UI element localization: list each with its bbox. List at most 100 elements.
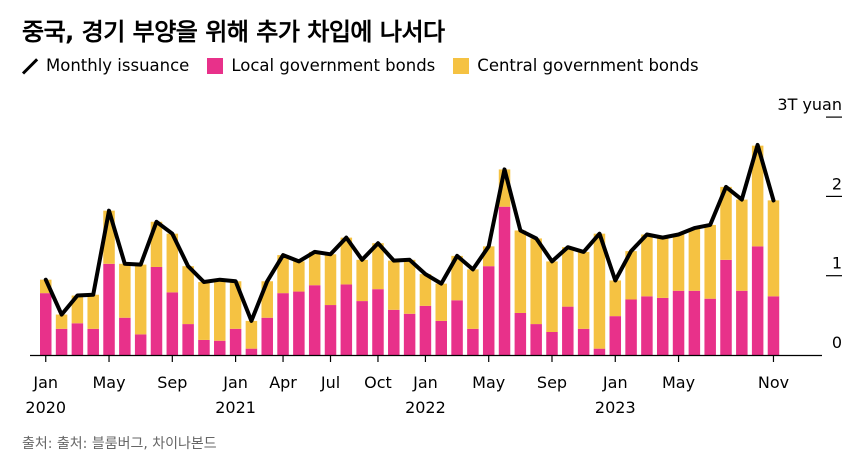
x-tick-label: Jul	[320, 373, 340, 392]
x-tick-label: May	[472, 373, 505, 392]
bar-central	[736, 199, 748, 291]
bar-local	[119, 317, 131, 355]
x-year-label: 2022	[405, 398, 446, 417]
legend-item-monthly: Monthly issuance	[22, 56, 189, 75]
bar-central	[577, 251, 590, 329]
bar-central	[767, 200, 780, 297]
bar-central	[372, 243, 384, 290]
bar-local	[324, 305, 337, 355]
bar-local	[134, 334, 147, 355]
bar-local	[593, 348, 606, 355]
bar-central	[308, 251, 321, 286]
bar-local	[577, 328, 590, 355]
x-tick-label: Apr	[269, 373, 297, 392]
bar-local	[403, 313, 416, 355]
x-tick-label: May	[92, 373, 125, 392]
bar-local	[736, 290, 748, 355]
bar-central	[388, 260, 400, 310]
legend-item-central: Central government bonds	[453, 56, 699, 75]
bar-local	[87, 328, 99, 355]
bar-local	[388, 309, 400, 355]
bar-local	[672, 290, 685, 355]
x-tick-label: Jan	[32, 373, 58, 392]
bar-central	[87, 294, 99, 329]
x-tick-label: Sep	[157, 373, 187, 392]
central-swatch-icon	[453, 57, 470, 74]
x-year-label: 2020	[25, 398, 66, 417]
bar-local	[514, 312, 527, 355]
x-tick-label: Jan	[412, 373, 438, 392]
bar-central	[609, 280, 622, 317]
y-tick-label: 1	[832, 254, 842, 273]
bar-central	[720, 186, 732, 260]
bar-local	[293, 291, 305, 355]
bar-local	[198, 339, 210, 355]
bar-local	[356, 301, 368, 355]
y-tick-label: 0	[832, 333, 842, 352]
bar-central	[641, 234, 653, 297]
bar-local	[704, 298, 716, 355]
bar-local	[688, 290, 701, 355]
bar-local	[55, 328, 68, 355]
bar-local	[609, 316, 622, 355]
bar-central	[55, 314, 68, 329]
bar-central	[451, 255, 463, 301]
bar-local	[656, 297, 669, 355]
legend-label-local: Local government bonds	[231, 56, 436, 75]
bar-central	[498, 169, 511, 207]
source-note: 출처: 출처: 블룸버그, 차이나본드	[22, 436, 217, 452]
bar-central	[324, 254, 337, 306]
bar-central	[293, 261, 305, 292]
x-year-label: 2021	[215, 398, 256, 417]
bar-central	[593, 233, 606, 349]
bar-local	[546, 332, 558, 355]
bar-local	[150, 266, 163, 355]
bar-local	[720, 259, 732, 355]
x-year-label: 2023	[595, 398, 636, 417]
bar-local	[641, 296, 653, 355]
bar-local	[751, 246, 764, 355]
bar-central	[482, 246, 495, 267]
x-tick-label: Jan	[602, 373, 628, 392]
bar-local	[103, 263, 115, 355]
bar-central	[245, 320, 258, 349]
y-tick-label: 2	[832, 174, 842, 193]
legend-item-local: Local government bonds	[207, 56, 435, 75]
x-tick-label: Jan	[222, 373, 248, 392]
local-swatch-icon	[207, 57, 224, 74]
bar-local	[419, 305, 432, 355]
bar-local	[182, 324, 194, 355]
bar-central	[166, 233, 179, 293]
line-monthly-issuance	[43, 142, 776, 323]
y-tick-label: 3T yuan	[777, 95, 842, 114]
bar-local	[562, 306, 574, 355]
x-tick-label: Nov	[758, 373, 789, 392]
bar-local	[530, 324, 542, 355]
bar-central	[688, 228, 701, 291]
legend-label-central: Central government bonds	[477, 56, 699, 75]
bar-central	[198, 282, 210, 340]
bar-central	[530, 238, 542, 325]
bar-central	[261, 281, 273, 318]
bar-central	[419, 274, 432, 306]
bar-central	[656, 237, 669, 298]
bar-central	[672, 234, 685, 291]
bar-local	[451, 300, 463, 355]
bar-central	[40, 279, 52, 294]
legend: Monthly issuance Local government bonds …	[22, 56, 717, 75]
bar-local	[229, 328, 242, 355]
bar-local	[308, 285, 321, 355]
bar-central	[119, 263, 131, 318]
bar-local	[435, 320, 447, 355]
bar-central	[467, 269, 479, 329]
bar-central	[704, 224, 716, 299]
bar-central	[562, 247, 574, 307]
bar-central	[229, 281, 242, 329]
bar-central	[514, 230, 527, 313]
bar-local	[372, 289, 384, 355]
bar-central	[150, 221, 163, 267]
bar-local	[40, 293, 52, 355]
bar-local	[245, 348, 258, 355]
bar-local	[340, 284, 353, 355]
